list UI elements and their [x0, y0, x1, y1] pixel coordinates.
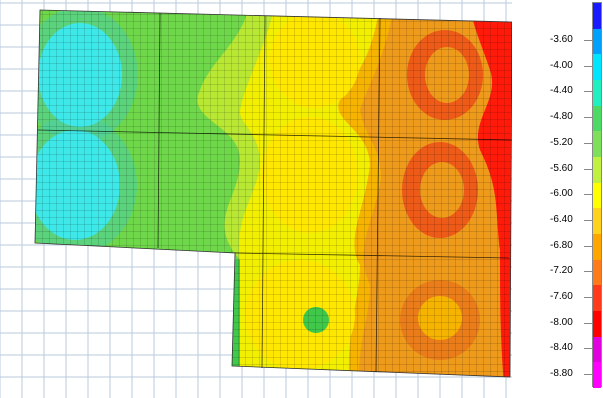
legend-tick-label: -7.20	[550, 265, 573, 277]
legend-swatch	[593, 285, 601, 312]
legend-swatch	[593, 208, 601, 235]
legend-swatch	[593, 311, 601, 338]
legend-tick-label: -6.40	[550, 213, 573, 225]
legend-tick-mark	[584, 348, 592, 350]
legend-tick-mark	[584, 322, 592, 324]
legend-tick-label: -6.00	[550, 188, 573, 200]
legend-tick-mark	[584, 297, 592, 298]
legend-tick-mark	[584, 374, 592, 376]
legend-tick-mark	[584, 91, 592, 93]
legend-swatch	[593, 259, 601, 286]
legend-swatch	[593, 234, 601, 261]
legend-tick-label: -8.80	[550, 368, 573, 380]
color-legend: -3.60 -4.00 -4.40 -4.80 -5.20 -5.60 -6.00 -6.40…	[512, 0, 603, 398]
legend-tick-label: -4.40	[550, 85, 573, 97]
legend-tick-label: -5.60	[550, 162, 573, 174]
legend-tick-mark	[584, 40, 592, 41]
legend-tick-mark	[584, 219, 592, 221]
legend-tick-label: -5.20	[550, 136, 573, 148]
legend-tick-label: -8.00	[550, 316, 573, 328]
legend-tick-label: -3.60	[550, 34, 573, 45]
legend-tick-label: -4.80	[550, 111, 573, 123]
panel-divider-lines	[37, 12, 513, 373]
legend-tick-label: -8.40	[550, 342, 573, 354]
legend-tick-mark	[584, 142, 592, 144]
legend-tick-label: -7.60	[550, 291, 573, 302]
legend-swatch	[593, 28, 601, 55]
legend-swatch	[593, 131, 601, 158]
legend-tick-mark	[584, 271, 592, 273]
legend-swatch	[593, 182, 601, 209]
legend-tick-mark	[584, 168, 592, 170]
legend-tick-mark	[584, 117, 592, 119]
legend-swatch	[593, 80, 601, 107]
legend-tick-label: -4.00	[550, 59, 573, 71]
legend-swatch	[593, 336, 601, 363]
legend-tick-label: -6.80	[550, 239, 573, 251]
legend-swatch	[593, 105, 601, 132]
legend-swatch	[593, 3, 601, 30]
legend-swatch	[593, 362, 601, 389]
legend-color-bar	[592, 2, 602, 389]
legend-swatch	[593, 54, 601, 81]
legend-tick-mark	[584, 65, 592, 67]
legend-tick-mark	[584, 245, 592, 247]
legend-swatch	[593, 157, 601, 184]
legend-tick-mark	[584, 194, 592, 196]
